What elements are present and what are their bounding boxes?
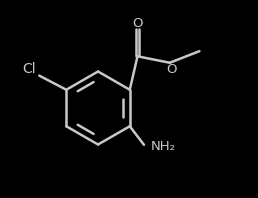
Text: O: O (166, 63, 176, 76)
Text: NH₂: NH₂ (151, 140, 176, 153)
Text: Cl: Cl (22, 62, 36, 76)
Text: O: O (132, 17, 143, 30)
